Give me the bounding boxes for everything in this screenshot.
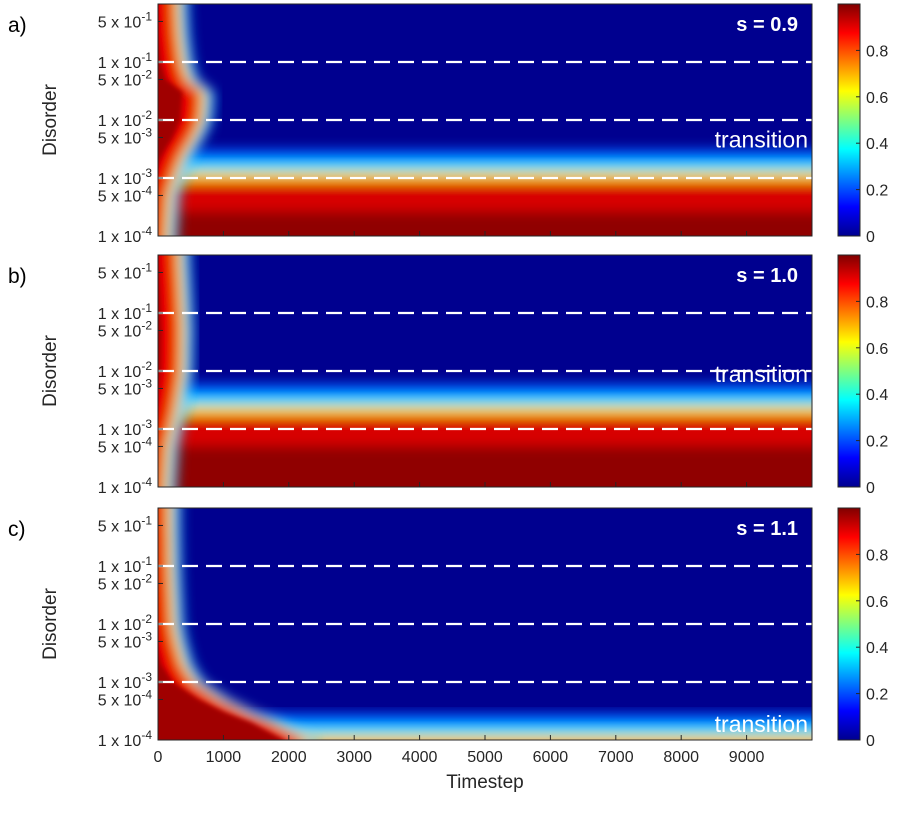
colorbar-tick-label: 0.6 — [866, 90, 888, 107]
y-tick-label: 1 x 10-2 — [98, 108, 153, 130]
y-tick-label: 1 x 10-2 — [98, 359, 153, 381]
colorbar: 0 0.2 0.4 0.6 0.8 — [837, 507, 888, 750]
band-cyan — [158, 393, 812, 406]
band-yellow — [158, 403, 812, 416]
y-tick-label: 1 x 10-2 — [98, 612, 153, 634]
colorbar-gradient — [837, 254, 861, 488]
y-tick-label: 5 x 10-2 — [98, 571, 153, 593]
x-tick-label: 7000 — [598, 749, 634, 766]
y-tick-label: 5 x 10-1 — [98, 260, 153, 282]
y-tick-label: 5 x 10-2 — [98, 318, 153, 340]
colorbar: 0 0.2 0.4 0.6 0.8 — [837, 3, 888, 246]
colorbar-tick-label: 0.6 — [866, 594, 888, 611]
front-dark-red — [158, 255, 162, 391]
front-dark-red — [158, 37, 183, 165]
colorbar-tick-label: 0.4 — [866, 136, 888, 153]
band-cyan — [158, 723, 812, 736]
colorbar-tick-label: 0.2 — [866, 434, 888, 451]
y-tick-label: 1 x 10-1 — [98, 301, 153, 323]
y-axis-title: Disorder — [40, 334, 61, 406]
colorbar-gradient — [837, 3, 861, 237]
colorbar-tick-label: 0 — [866, 480, 875, 497]
s-annotation: s = 0.9 — [736, 14, 798, 36]
colorbar-tick-label: 0.4 — [866, 640, 888, 657]
x-tick-label: 5000 — [467, 749, 503, 766]
y-tick-label: 5 x 10-3 — [98, 376, 153, 398]
x-axis-title: Timestep — [446, 772, 523, 793]
y-tick-label: 1 x 10-3 — [98, 670, 153, 692]
x-tick-label: 1000 — [206, 749, 242, 766]
y-axis-title: Disorder — [40, 83, 61, 155]
dark-red-region — [158, 445, 812, 487]
transition-label: transition — [715, 711, 808, 737]
y-tick-label: 1 x 10-4 — [98, 728, 153, 750]
colorbar-tick-label: 0.4 — [866, 387, 888, 404]
transition-label: transition — [715, 126, 808, 152]
y-tick-label: 5 x 10-1 — [98, 513, 153, 535]
y-tick-label: 1 x 10-3 — [98, 417, 153, 439]
panel-label: a) — [8, 14, 27, 37]
y-tick-label: 5 x 10-4 — [98, 434, 153, 456]
colorbar-tick-label: 0.6 — [866, 341, 888, 358]
band-blue — [158, 713, 812, 726]
x-tick-label: 4000 — [402, 749, 438, 766]
panel-label: b) — [8, 265, 27, 288]
transition-label: transition — [715, 361, 808, 387]
y-tick-label: 1 x 10-1 — [98, 50, 153, 72]
x-tick-label: 2000 — [271, 749, 307, 766]
colorbar-tick-label: 0.8 — [866, 547, 888, 564]
y-tick-label: 5 x 10-1 — [98, 9, 153, 31]
s-annotation: s = 1.1 — [736, 518, 798, 540]
colorbar-tick-label: 0.8 — [866, 294, 888, 311]
band-blue — [158, 149, 812, 162]
s-annotation: s = 1.0 — [736, 265, 798, 287]
x-tick-label: 6000 — [533, 749, 569, 766]
y-tick-label: 1 x 10-3 — [98, 166, 153, 188]
x-tick-label: 8000 — [663, 749, 699, 766]
y-tick-label: 5 x 10-4 — [98, 183, 153, 205]
y-tick-label: 5 x 10-3 — [98, 125, 153, 147]
x-tick-label: 9000 — [729, 749, 765, 766]
x-tick-label: 3000 — [336, 749, 372, 766]
colorbar-tick-label: 0 — [866, 229, 875, 246]
colorbar: 0 0.2 0.4 0.6 0.8 — [837, 254, 888, 497]
y-tick-label: 1 x 10-4 — [98, 224, 153, 246]
y-tick-label: 5 x 10-2 — [98, 67, 153, 89]
y-tick-label: 5 x 10-3 — [98, 629, 153, 651]
y-tick-label: 1 x 10-1 — [98, 554, 153, 576]
band-cyan — [158, 159, 812, 172]
heatmap-area — [158, 4, 812, 236]
panel-label: c) — [8, 518, 26, 541]
y-tick-label: 5 x 10-4 — [98, 687, 153, 709]
colorbar-tick-label: 0.2 — [866, 183, 888, 200]
colorbar-tick-label: 0.8 — [866, 43, 888, 60]
y-axis-title: Disorder — [40, 587, 61, 659]
x-tick-label: 0 — [154, 749, 163, 766]
colorbar-tick-label: 0 — [866, 733, 875, 750]
y-tick-label: 1 x 10-4 — [98, 475, 153, 497]
colorbar-tick-label: 0.2 — [866, 687, 888, 704]
colorbar-gradient — [837, 507, 861, 741]
front-dark-red — [158, 651, 284, 740]
band-blue — [158, 383, 812, 396]
